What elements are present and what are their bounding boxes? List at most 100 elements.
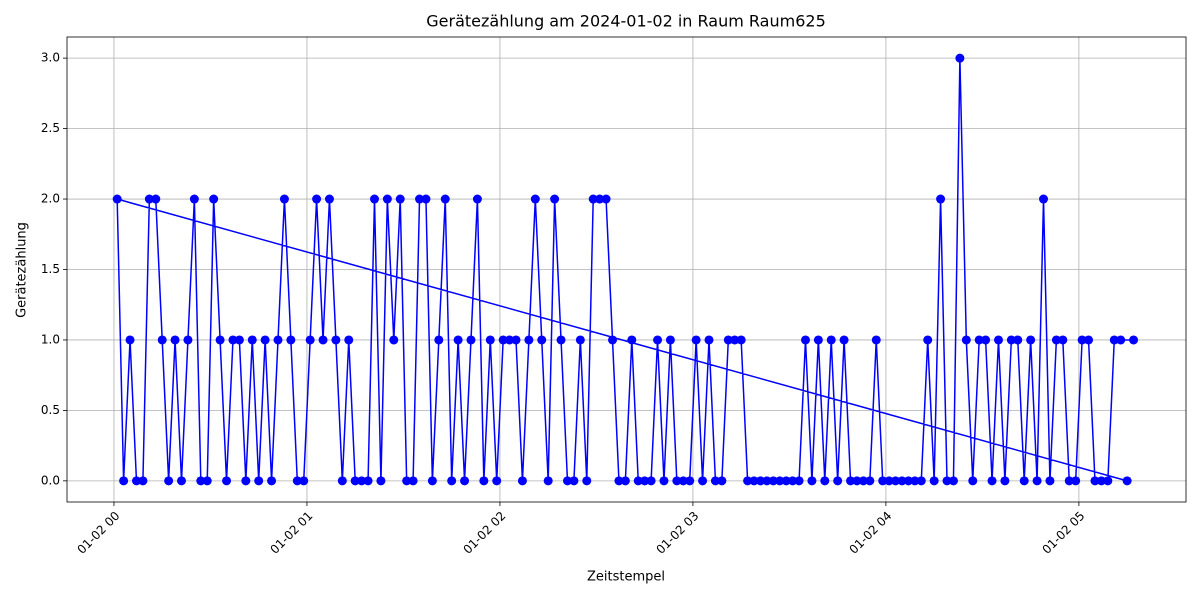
data-point	[228, 335, 238, 345]
data-point	[595, 194, 605, 204]
data-point	[846, 476, 856, 486]
y-tick-label: 2.0	[41, 192, 60, 206]
y-tick-label: 0.5	[41, 403, 60, 417]
data-point	[717, 476, 727, 486]
data-point	[369, 194, 379, 204]
data-point	[427, 476, 437, 486]
data-point	[318, 335, 328, 345]
data-point	[698, 476, 708, 486]
data-point	[1077, 335, 1087, 345]
data-point	[993, 335, 1003, 345]
data-point	[1006, 335, 1016, 345]
data-point	[678, 476, 688, 486]
data-point	[820, 476, 830, 486]
data-point	[582, 476, 592, 486]
data-point	[357, 476, 367, 486]
data-point	[987, 476, 997, 486]
data-point	[1013, 335, 1023, 345]
data-point	[929, 476, 939, 486]
data-point	[704, 335, 714, 345]
data-point	[1032, 476, 1042, 486]
data-point	[730, 335, 740, 345]
data-point	[447, 476, 457, 486]
data-point	[871, 335, 881, 345]
data-point	[910, 476, 920, 486]
data-point	[157, 335, 167, 345]
x-tick-label: 01-02 02	[460, 509, 508, 557]
data-point	[299, 476, 309, 486]
data-point	[125, 335, 135, 345]
data-point	[344, 335, 354, 345]
data-point	[781, 476, 791, 486]
y-tick-label: 1.0	[41, 332, 60, 346]
data-point	[324, 194, 334, 204]
data-point	[878, 476, 888, 486]
data-point	[434, 335, 444, 345]
data-point	[948, 476, 958, 486]
data-point	[524, 335, 534, 345]
data-point	[1071, 476, 1081, 486]
data-point	[672, 476, 682, 486]
data-point	[196, 476, 206, 486]
data-point	[562, 476, 572, 486]
data-point	[974, 335, 984, 345]
data-point	[1051, 335, 1061, 345]
data-point	[903, 476, 913, 486]
data-point	[138, 476, 148, 486]
data-point	[614, 476, 624, 486]
data-point	[884, 476, 894, 486]
data-point	[376, 476, 386, 486]
data-point	[260, 335, 270, 345]
data-point	[460, 476, 470, 486]
data-point	[177, 476, 187, 486]
data-point	[537, 335, 547, 345]
x-tick-label: 01-02 01	[267, 509, 315, 557]
data-point	[955, 53, 965, 63]
data-point	[1096, 476, 1106, 486]
data-point	[472, 194, 482, 204]
data-point	[222, 476, 232, 486]
x-axis-label: Zeitstempel	[587, 570, 665, 585]
data-point	[517, 476, 527, 486]
y-tick-label: 3.0	[41, 51, 60, 65]
data-point	[209, 194, 219, 204]
data-point	[736, 335, 746, 345]
data-point	[350, 476, 360, 486]
data-point	[363, 476, 373, 486]
data-point	[389, 335, 399, 345]
data-point	[408, 476, 418, 486]
data-point	[273, 335, 283, 345]
data-point	[1045, 476, 1055, 486]
chart-title: Gerätezählung am 2024-01-02 in Raum Raum…	[426, 12, 826, 31]
data-point	[620, 476, 630, 486]
data-point	[1122, 476, 1132, 486]
data-point	[788, 476, 798, 486]
data-point	[234, 335, 244, 345]
data-point	[794, 476, 804, 486]
data-point	[858, 476, 868, 486]
data-point	[292, 476, 302, 486]
data-point	[743, 476, 753, 486]
data-point	[691, 335, 701, 345]
data-point	[1064, 476, 1074, 486]
data-point	[865, 476, 875, 486]
data-point	[267, 476, 277, 486]
data-point	[1084, 335, 1094, 345]
x-tick-label: 01-02 03	[653, 509, 701, 557]
data-point	[479, 476, 489, 486]
data-point	[511, 335, 521, 345]
data-point	[1000, 476, 1010, 486]
data-point	[646, 476, 656, 486]
data-point	[755, 476, 765, 486]
data-point	[241, 476, 251, 486]
data-point	[968, 476, 978, 486]
y-tick-label: 1.5	[41, 262, 60, 276]
data-point	[1058, 335, 1068, 345]
data-point	[627, 335, 637, 345]
data-point	[807, 476, 817, 486]
data-point	[498, 335, 508, 345]
data-point	[453, 335, 463, 345]
data-point	[151, 194, 161, 204]
data-point	[421, 194, 431, 204]
